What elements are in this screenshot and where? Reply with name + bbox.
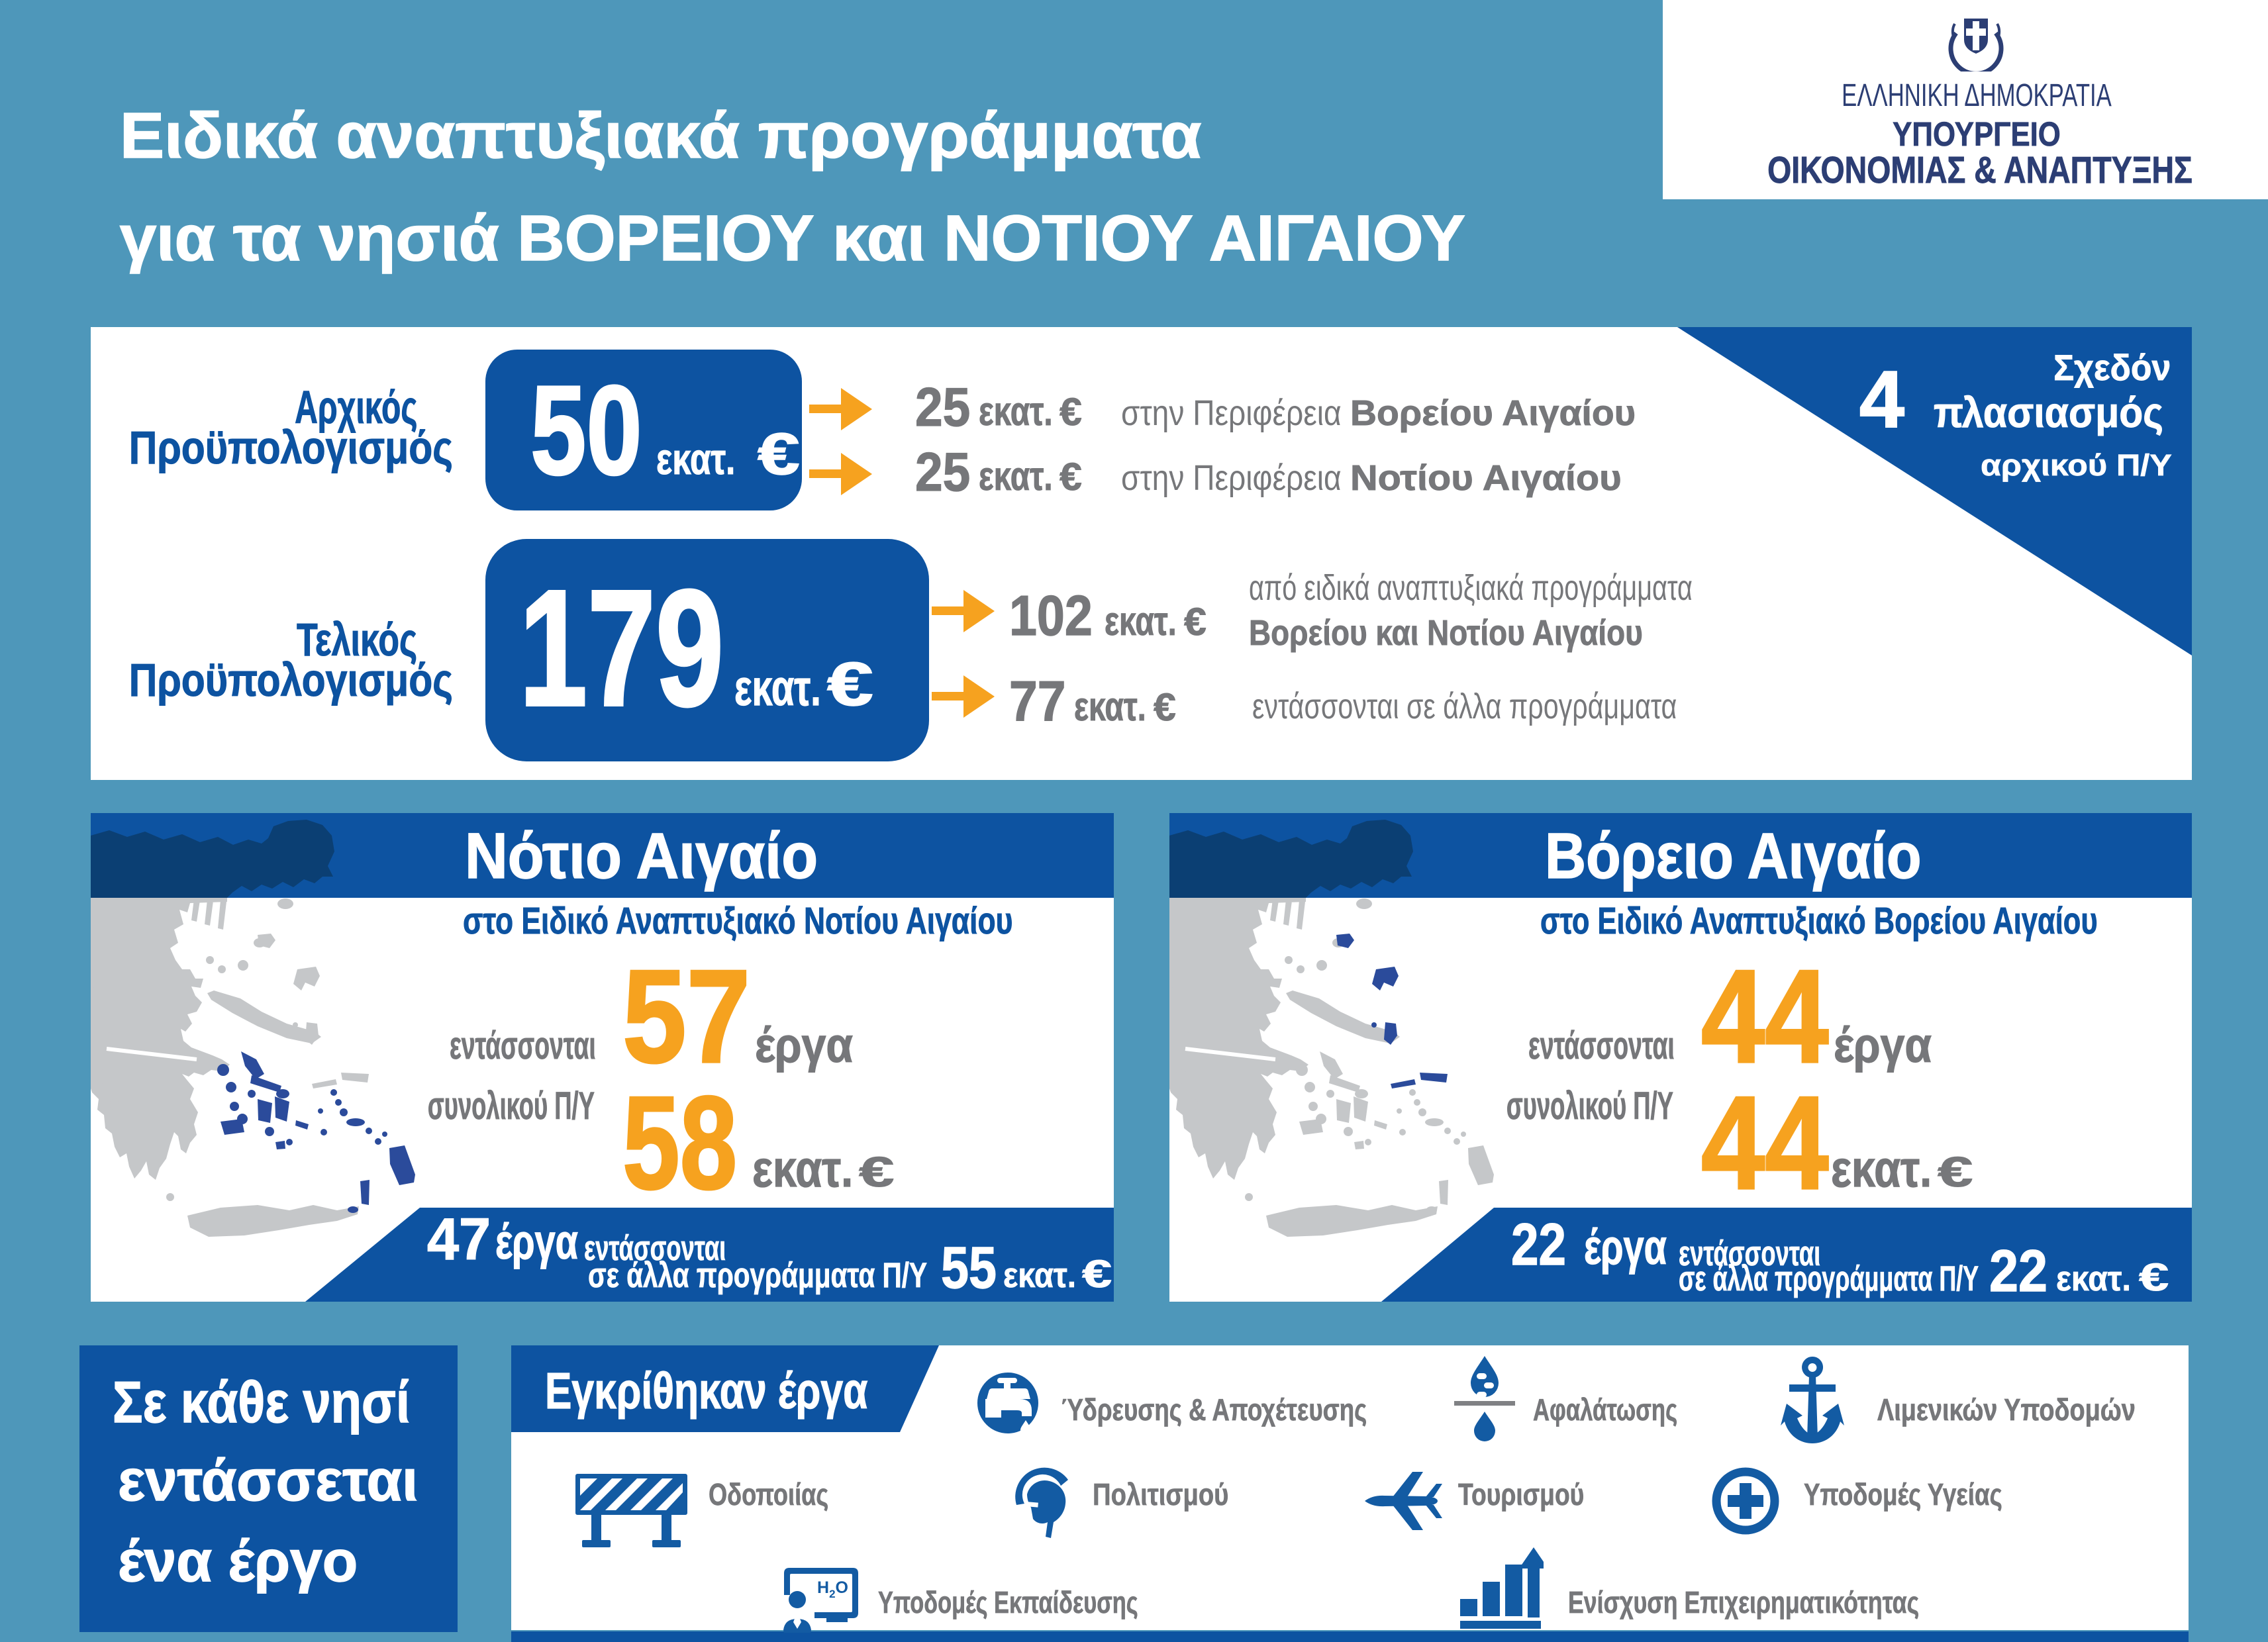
svg-text:H2O: H2O xyxy=(817,1578,848,1600)
